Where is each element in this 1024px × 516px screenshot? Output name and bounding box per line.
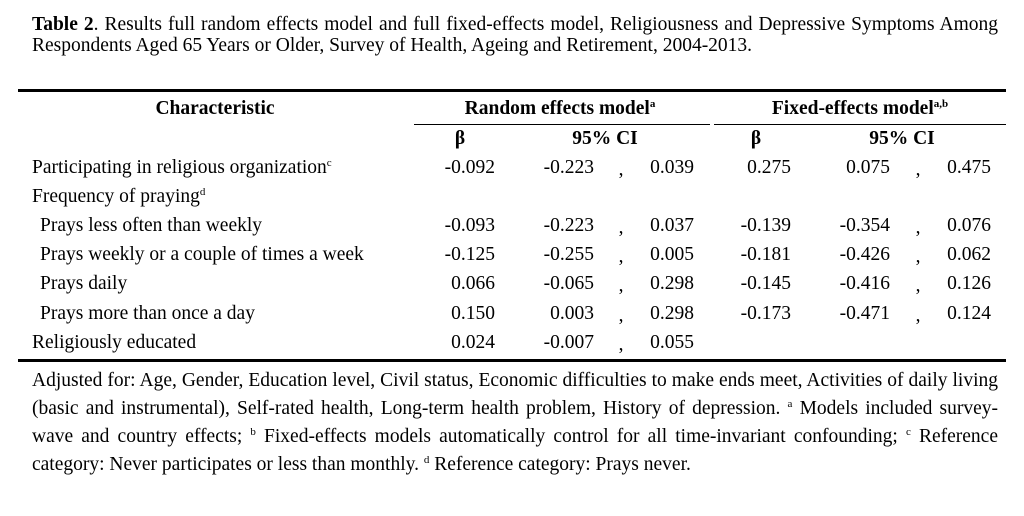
cell-re-lo: -0.065	[543, 273, 594, 295]
cell-re-sep: ,	[618, 304, 624, 326]
cell-fe-lo: -0.416	[839, 273, 890, 295]
cell-re-sep: ,	[618, 217, 624, 239]
footnote-sup-b: b	[250, 426, 256, 438]
row-label-text: Prays daily	[40, 273, 128, 295]
cell-fe-beta: -0.181	[740, 244, 791, 266]
cell-re-sep: ,	[618, 159, 624, 180]
cell-fe-hi: 0.062	[947, 244, 991, 266]
row-label: Participating in religious organizationc	[32, 156, 332, 180]
header-characteristic: Characteristic	[155, 98, 275, 119]
row-label-text: Frequency of praying	[32, 186, 200, 208]
footnote-text-3: Fixed-effects models automatically contr…	[255, 426, 906, 447]
table-label: Table 2	[32, 14, 94, 35]
random-effects-subrule	[414, 124, 710, 125]
fixed-effects-subrule	[714, 124, 1006, 125]
cell-fe-beta: -0.145	[740, 273, 791, 295]
cell-re-beta: 0.150	[451, 302, 495, 324]
header-fixed-effects-label: Fixed-effects model	[771, 98, 934, 119]
cell-re-hi: 0.005	[650, 244, 694, 266]
cell-re-beta: -0.092	[444, 157, 495, 178]
cell-re-sep: ,	[618, 333, 624, 355]
cell-fe-sep: ,	[915, 275, 921, 297]
cell-re-hi: 0.055	[650, 331, 694, 353]
table-footnote: Adjusted for: Age, Gender, Education lev…	[32, 367, 998, 479]
row-label-sup: d	[199, 186, 206, 199]
cell-fe-sep: ,	[915, 217, 921, 239]
cell-re-beta: 0.024	[451, 331, 495, 353]
cell-fe-beta: -0.173	[740, 302, 791, 324]
row-label-text: Participating in religious organization	[32, 157, 327, 178]
cell-fe-lo: -0.354	[839, 215, 890, 237]
cell-re-lo: -0.223	[543, 157, 594, 178]
cell-re-beta: -0.093	[444, 215, 495, 237]
bottom-rule	[18, 359, 1006, 362]
header-fixed-effects-sup: a,b	[933, 98, 949, 110]
cell-fe-sep: ,	[915, 159, 921, 180]
cell-re-beta: 0.066	[451, 273, 495, 295]
cell-re-lo: -0.007	[543, 331, 594, 353]
row-label-text: Religiously educated	[32, 331, 197, 353]
cell-re-lo: 0.003	[550, 302, 594, 324]
row-label: Frequency of prayingd	[32, 185, 205, 209]
cell-fe-beta: -0.139	[740, 215, 791, 237]
cell-fe-beta: 0.275	[747, 157, 791, 178]
cell-fe-hi: 0.076	[947, 215, 991, 237]
header-random-effects-sup: a	[649, 98, 656, 110]
footnote-sup-c: c	[905, 426, 911, 438]
cell-re-beta: -0.125	[444, 244, 495, 266]
footnote-sup-a: a	[787, 398, 793, 410]
cell-re-hi: 0.298	[650, 273, 694, 295]
row-label-sup: c	[326, 157, 332, 169]
cell-re-sep: ,	[618, 246, 624, 268]
cell-fe-hi: 0.126	[947, 273, 991, 295]
cell-re-sep: ,	[618, 275, 624, 297]
cell-re-hi: 0.298	[650, 302, 694, 324]
row-label-text: Prays more than once a day	[40, 302, 255, 324]
footnote-text-4: Reference category: Never participates o…	[32, 426, 998, 475]
table-caption: Table 2. Results full random effects mod…	[32, 14, 998, 56]
cell-fe-lo: -0.471	[839, 302, 890, 324]
cell-fe-hi: 0.475	[947, 157, 991, 178]
cell-re-lo: -0.223	[543, 215, 594, 237]
row-label-text: Prays less often than weekly	[40, 215, 263, 237]
footnote-text-1: Adjusted for: Age, Gender, Education lev…	[32, 370, 998, 419]
caption-text: . Results full random effects model and …	[32, 14, 998, 56]
header-re-ci: 95% CI	[572, 128, 638, 149]
cell-re-hi: 0.037	[650, 215, 694, 237]
header-re-beta: β	[454, 128, 466, 149]
header-random-effects: Random effects modela	[465, 97, 656, 121]
cell-fe-lo: 0.075	[846, 157, 890, 178]
header-fixed-effects: Fixed-effects modela,b	[772, 97, 948, 121]
cell-fe-lo: -0.426	[839, 244, 890, 266]
row-label: Prays daily	[40, 272, 127, 296]
header-random-effects-label: Random effects model	[464, 98, 650, 119]
header-fe-ci: 95% CI	[869, 128, 935, 149]
row-label: Prays less often than weekly	[40, 214, 262, 238]
cell-fe-sep: ,	[915, 304, 921, 326]
footnote-text-5: Reference category: Prays never.	[429, 454, 691, 475]
row-label: Prays weekly or a couple of times a week	[40, 243, 364, 267]
cell-re-lo: -0.255	[543, 244, 594, 266]
footnote-text-2: Models included survey-wave and country …	[32, 398, 998, 447]
header-fe-beta: β	[750, 128, 762, 149]
cell-fe-sep: ,	[915, 246, 921, 268]
row-label: Prays more than once a day	[40, 302, 255, 326]
top-rule	[18, 89, 1006, 92]
cell-fe-hi: 0.124	[947, 302, 991, 324]
footnote-sup-d: d	[423, 454, 430, 466]
row-label: Religiously educated	[32, 331, 196, 355]
row-label-text: Prays weekly or a couple of times a week	[40, 244, 364, 266]
cell-re-hi: 0.039	[650, 157, 694, 178]
